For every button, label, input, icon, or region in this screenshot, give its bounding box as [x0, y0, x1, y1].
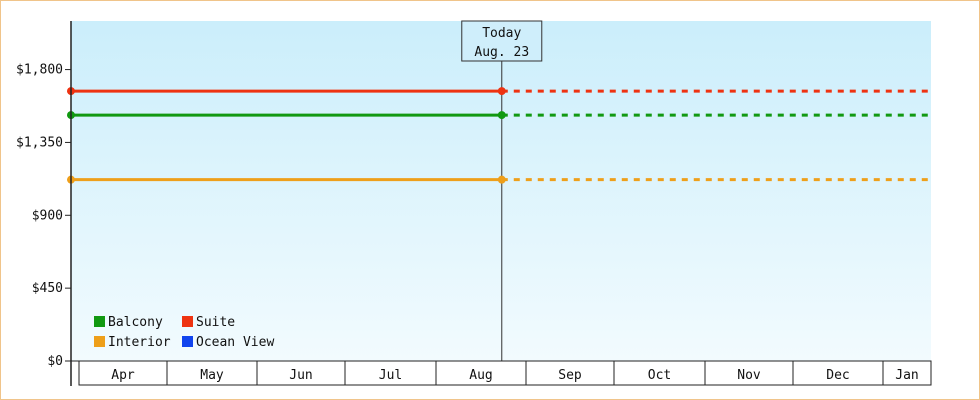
- month-cell: [704, 360, 794, 386]
- month-cell: [882, 360, 932, 386]
- legend-label: Suite: [196, 315, 235, 330]
- today-label-box: [461, 20, 543, 62]
- y-tick-label: $450: [32, 281, 63, 296]
- plot-area: [71, 21, 931, 361]
- y-tick-label: $0: [47, 354, 63, 369]
- month-label: Oct: [648, 368, 671, 383]
- y-tick-label: $1,350: [16, 135, 63, 150]
- month-label: Jan: [895, 368, 918, 383]
- month-cell: [344, 360, 437, 386]
- legend-label: Ocean View: [196, 335, 274, 350]
- y-tick-label: $900: [32, 208, 63, 223]
- legend-swatch-suite: [182, 316, 193, 327]
- month-label: Dec: [826, 368, 849, 383]
- legend-label: Balcony: [108, 315, 163, 330]
- month-cell: [435, 360, 527, 386]
- legend-label: Interior: [108, 335, 171, 350]
- month-label: Aug: [469, 368, 492, 383]
- month-label: Nov: [737, 368, 761, 383]
- month-cell: [525, 360, 615, 386]
- legend-swatch-ocean-view: [182, 336, 193, 347]
- series-point-today: [497, 175, 506, 184]
- month-label: Jun: [289, 368, 312, 383]
- month-cell: [613, 360, 706, 386]
- month-cell: [78, 360, 168, 386]
- y-tick-label: $1,800: [16, 63, 63, 78]
- month-label: May: [200, 368, 224, 383]
- legend-swatch-interior: [94, 336, 105, 347]
- month-cell: [792, 360, 884, 386]
- series-point-today: [497, 87, 506, 96]
- month-label: Apr: [111, 368, 135, 383]
- series-point-today: [497, 111, 506, 120]
- legend-swatch-balcony: [94, 316, 105, 327]
- month-cell: [166, 360, 258, 386]
- today-date-label: Aug. 23: [474, 45, 529, 60]
- today-label: Today: [482, 26, 521, 41]
- month-label: Sep: [558, 368, 582, 383]
- month-label: Jul: [379, 368, 402, 383]
